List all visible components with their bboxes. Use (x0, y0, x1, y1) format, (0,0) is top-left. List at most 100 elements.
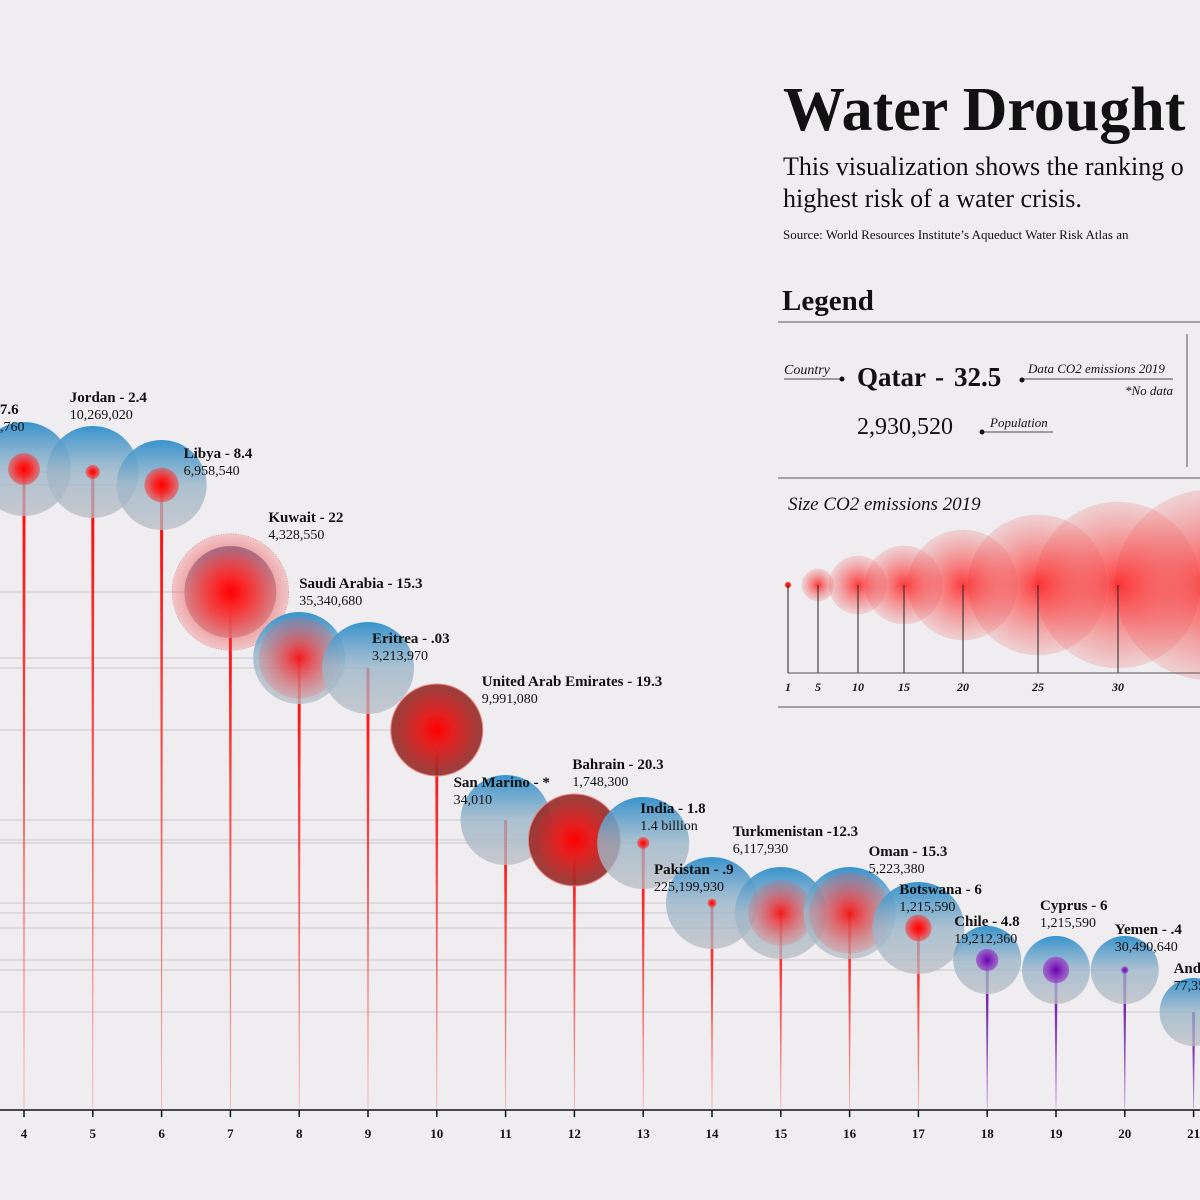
country-label: Eritrea - .03 (372, 631, 450, 647)
stem (366, 668, 370, 1108)
x-tick-label: 9 (365, 1126, 372, 1141)
stem (435, 730, 439, 1108)
stem (297, 658, 301, 1108)
population-label: 3,213,970 (372, 649, 428, 664)
emission-bubble (905, 914, 932, 942)
legend-example-sep: - (935, 362, 944, 392)
stem (572, 840, 576, 1108)
x-tick-label: 20 (1118, 1126, 1131, 1141)
emission-bubble (637, 836, 650, 850)
population-label: 028,760 (0, 420, 25, 435)
stem (848, 913, 852, 1108)
stem (779, 913, 783, 1108)
x-tick-label: 18 (981, 1126, 995, 1141)
x-axis-ticks: 4 5 6 7 8 9 10 11 12 13 14 15 16 17 18 19 20 21 (21, 1110, 1200, 1141)
country-label: n - 7.6 (0, 402, 19, 418)
country-label: Oman - 15.3 (869, 844, 948, 860)
stem (228, 592, 232, 1108)
legend-example-country: Qatar (857, 362, 926, 392)
x-tick-label: 11 (499, 1126, 511, 1141)
x-tick-label: 19 (1050, 1126, 1064, 1141)
data-point: Oman - 15.3 5,223,380 (803, 844, 948, 1108)
data-point: Turkmenistan -12.3 6,117,930 (733, 824, 858, 1108)
emission-bubble (258, 617, 340, 699)
population-label: 9,991,080 (482, 692, 538, 707)
x-tick-label: 21 (1187, 1126, 1200, 1141)
x-tick-label: 7 (227, 1126, 234, 1141)
country-label: San Marino - * (454, 775, 550, 791)
data-point: Libya - 8.4 6,958,540 (116, 440, 253, 1108)
size-legend-tick-label: 15 (898, 680, 910, 694)
stem (641, 843, 645, 1108)
country-label: Jordan - 2.4 (70, 390, 148, 406)
data-point: n - 7.6 028,760 (0, 402, 71, 1108)
emission-bubble (1121, 966, 1129, 974)
x-tick-label: 10 (430, 1126, 443, 1141)
data-point: Bahrain - 20.3 1,748,300 (527, 757, 664, 1108)
country-label: United Arab Emirates - 19.3 (482, 674, 662, 690)
legend-heading: Legend (782, 285, 874, 317)
population-label: 34,010 (454, 793, 493, 808)
subtitle-line-1: This visualization shows the ranking o (783, 152, 1184, 181)
country-label: Cyprus - 6 (1040, 898, 1108, 914)
size-legend-tick-label: 25 (1031, 680, 1044, 694)
legend-example-population: 2,930,520 (857, 414, 953, 440)
emission-bubble (809, 872, 891, 954)
emission-bubble (748, 880, 814, 946)
population-label: 6,958,540 (184, 464, 240, 479)
country-label: Ando (1174, 961, 1200, 977)
population-label: 1,215,590 (1040, 916, 1096, 931)
stem (22, 469, 26, 1108)
country-label: India - 1.8 (640, 801, 705, 817)
emission-bubble (8, 453, 40, 485)
emission-bubble (707, 898, 717, 908)
population-label: 5,223,380 (869, 862, 925, 877)
emission-bubble (390, 683, 484, 777)
legend-no-data-note: *No data (1125, 383, 1174, 398)
legend-example-title: Qatar -32.5 (857, 362, 1001, 392)
stem (710, 903, 714, 1108)
population-label: 1,748,300 (572, 775, 628, 790)
emission-bubble (1042, 956, 1070, 984)
x-tick-label: 12 (568, 1126, 581, 1141)
data-point: Saudi Arabia - 15.3 35,340,680 (253, 576, 423, 1108)
data-point: Eritrea - .03 3,213,970 (322, 622, 450, 1108)
country-label: Pakistan - .9 (654, 862, 734, 878)
legend-size-scale: 1 5 10 15 20 25 30 (784, 490, 1200, 694)
x-tick-label: 6 (158, 1126, 165, 1141)
population-label: 30,490,640 (1115, 940, 1178, 955)
country-label: Chile - 4.8 (954, 914, 1019, 930)
population-label: 35,340,680 (299, 594, 362, 609)
country-label: Turkmenistan -12.3 (733, 824, 858, 840)
population-label: 19,212,360 (954, 932, 1017, 947)
country-label: Kuwait - 22 (268, 510, 343, 526)
emission-bubble (184, 546, 277, 638)
legend-country-dot (839, 376, 845, 382)
x-tick-label: 14 (706, 1126, 720, 1141)
source-text: Source: World Resources Institute’s Aque… (783, 227, 1129, 242)
data-point: Pakistan - .9 225,199,930 (654, 857, 758, 1108)
size-legend-tick-label: 20 (956, 680, 969, 694)
data-point: Jordan - 2.4 10,269,020 (46, 390, 148, 1108)
country-label: Botswana - 6 (899, 882, 982, 898)
population-label: 4,328,550 (268, 528, 324, 543)
population-label: 10,269,020 (70, 408, 133, 423)
x-tick-label: 13 (637, 1126, 651, 1141)
legend-data-label: Data CO2 emissions 2019 (1027, 361, 1165, 376)
stem (160, 485, 164, 1108)
size-legend-tick-label: 5 (815, 680, 821, 694)
legend-data-dot (1019, 377, 1025, 383)
emission-bubble (976, 948, 999, 972)
stem (91, 472, 95, 1108)
x-tick-label: 15 (774, 1126, 788, 1141)
x-tick-label: 4 (21, 1126, 28, 1141)
population-label: 1.4 billion (640, 819, 698, 834)
size-legend-tick-label: 1 (785, 680, 791, 694)
x-tick-label: 17 (912, 1126, 926, 1141)
emission-bubble (85, 464, 100, 480)
stem (985, 960, 989, 1108)
size-legend-tick-label: 10 (852, 680, 864, 694)
stem (1123, 970, 1127, 1108)
